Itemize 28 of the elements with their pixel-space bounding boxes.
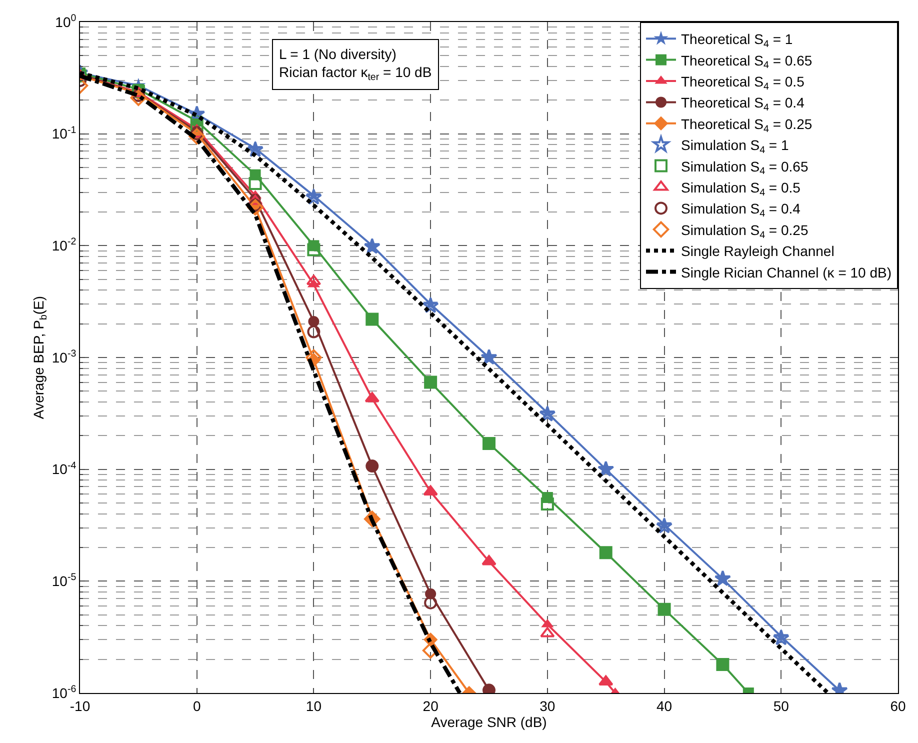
- x-axis-title: Average SNR (dB): [431, 714, 547, 730]
- x-tick-label: 30: [540, 698, 556, 714]
- annotation: Rician factor κ$_{ter}$ = 10 dB: [279, 64, 432, 84]
- x-tick-label: 40: [656, 698, 672, 714]
- legend-label: Theoretical S$_{4}$ = 0.5: [681, 73, 805, 92]
- legend-label: Theoretical S$_{4}$ = 0.65: [681, 52, 812, 72]
- y-tick-label: 10$^{0}$: [55, 13, 77, 30]
- x-tick-label: 50: [773, 698, 790, 714]
- legend-label: Theoretical S$_{4}$ = 0.4: [681, 94, 805, 114]
- legend-label: Theoretical S$_{4}$ = 1: [681, 31, 793, 50]
- y-tick-label: 10$^{-1}$: [52, 124, 76, 142]
- x-tick-label: 10: [306, 698, 322, 714]
- x-tick-label: 20: [422, 698, 439, 714]
- legend-label: Simulation S$_{4}$ = 0.4: [681, 200, 801, 220]
- legend-label: Simulation S$_{4}$ = 1: [681, 137, 789, 156]
- y-tick-label: 10$^{-2}$: [52, 236, 76, 254]
- x-tick-label: 60: [890, 698, 906, 714]
- y-tick-label: 10$^{-5}$: [52, 572, 77, 590]
- y-tick-label: 10$^{-3}$: [52, 348, 77, 366]
- y-tick-label: 10$^{-4}$: [52, 460, 77, 478]
- legend-label: Theoretical S$_{4}$ = 0.25: [681, 116, 812, 135]
- legend-label: Simulation S$_{4}$ = 0.25: [681, 222, 808, 241]
- legend-label: Single Rayleigh Channel: [681, 243, 834, 260]
- x-tick-label: 0: [192, 698, 201, 714]
- legend-label: Single Rician Channel (κ = 10 dB): [681, 264, 892, 280]
- annotation: L = 1 (No diversity): [279, 46, 396, 62]
- legend-label: Simulation S$_{4}$ = 0.5: [681, 179, 801, 198]
- legend-label: Simulation S$_{4}$ = 0.65: [681, 158, 808, 178]
